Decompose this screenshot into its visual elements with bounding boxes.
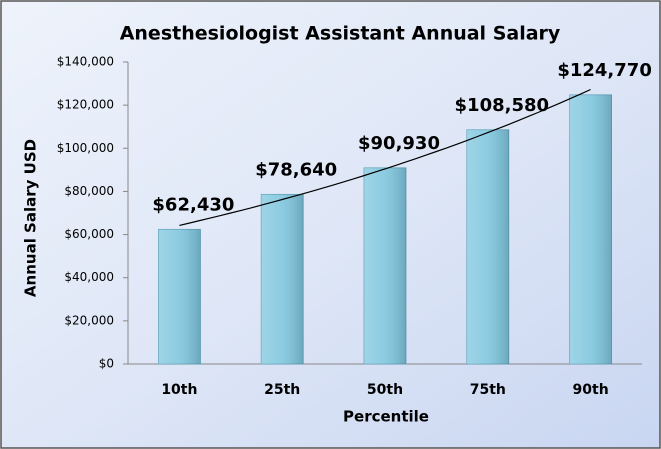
y-tick-label: $20,000 [64,313,114,327]
value-label: $108,580 [455,95,550,116]
y-tick-label: $0 [99,357,114,371]
x-tick-label: 90th [573,382,609,398]
bar-shade [466,129,509,364]
x-axis-label: Percentile [343,408,429,426]
x-tick-label: 10th [161,382,197,398]
value-label: $124,770 [557,60,652,81]
value-label: $90,930 [358,133,440,154]
value-label: $62,430 [152,194,234,215]
y-tick-label: $60,000 [64,227,114,241]
bar-shade [261,194,304,364]
y-tick-label: $100,000 [57,141,114,155]
value-label: $78,640 [255,159,337,180]
x-tick-label: 50th [367,382,403,398]
y-tick-label: $120,000 [57,98,114,112]
bar-shade [364,167,406,364]
trendline [179,88,591,226]
x-tick-label: 25th [264,382,300,398]
y-tick-label: $80,000 [64,184,114,198]
x-tick-label: 75th [470,382,506,398]
y-tick-label: $40,000 [64,270,114,284]
y-axis-label: Annual Salary USD [22,139,40,297]
chart-title: Anesthesiologist Assistant Annual Salary [120,23,561,45]
bar-shade [158,229,201,364]
bar-shade [569,94,612,365]
y-tick-label: $140,000 [57,55,114,69]
